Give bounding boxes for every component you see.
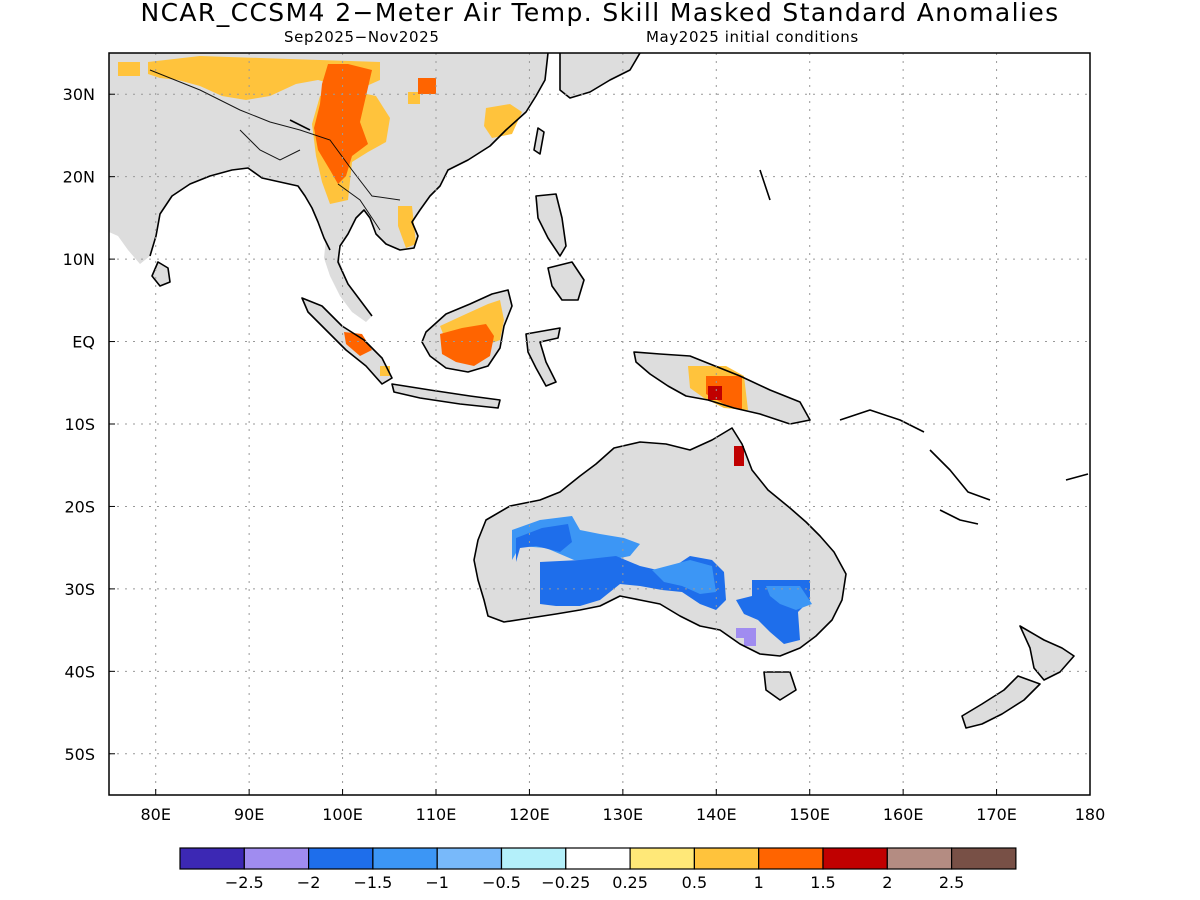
colorbar-label: 1 <box>754 873 764 892</box>
colorbar-label: −2 <box>297 873 321 892</box>
colorbar-label: −1 <box>425 873 449 892</box>
lon-label: 130E <box>603 805 644 824</box>
colorbar-swatch <box>179 847 245 870</box>
land-malay-peninsula <box>324 238 372 322</box>
anomaly-patch-aus-west-core <box>516 524 572 562</box>
anomaly-patch-china-e <box>484 104 522 138</box>
anomaly-patch-aus-se-light <box>766 586 812 610</box>
land-japan <box>560 53 640 98</box>
lat-label: 30S <box>64 580 95 599</box>
anomaly-patch-china-e2 <box>408 92 420 104</box>
colorbar-label: 0.5 <box>682 873 707 892</box>
lat-label: 10N <box>63 250 95 269</box>
colorbar-label: −0.5 <box>482 873 521 892</box>
lon-label: 150E <box>789 805 830 824</box>
lon-label: 90E <box>234 805 264 824</box>
colorbar-swatch <box>372 847 438 870</box>
borders <box>149 69 401 231</box>
anomaly-patch-cape-york <box>734 446 744 466</box>
colorbar-label: −2.5 <box>225 873 264 892</box>
lat-label: 50S <box>64 745 95 764</box>
anomaly-patch-aus-west <box>512 516 640 562</box>
latitude-labels: 30N 20N 10N EQ 10S 20S 30S 40S 50S <box>63 85 95 764</box>
land-nz-south <box>962 676 1040 728</box>
land-nz-north <box>1020 626 1074 680</box>
colorbar-swatch <box>500 847 567 870</box>
longitude-labels: 80E 90E 100E 110E 120E 130E 140E 150E 160E 170E 18… <box>140 805 1105 824</box>
colorbar-swatch <box>822 847 888 870</box>
anomaly-patch-china-e3 <box>418 78 436 94</box>
colorbar: −2.5 −2 −1.5 −1 −0.5 −0.25 0.25 0.5 1 1.5 2 2.5 <box>179 847 1017 892</box>
land-taiwan <box>534 128 544 154</box>
lat-label: 20N <box>63 168 95 187</box>
anomaly-patch-tibet-small <box>118 62 140 76</box>
land-tasmania <box>764 672 796 700</box>
colorbar-label: 2.5 <box>939 873 964 892</box>
lat-label: 20S <box>64 497 95 516</box>
colorbar-label: 0.25 <box>612 873 648 892</box>
colorbar-label: −1.5 <box>353 873 392 892</box>
colorbar-swatch <box>565 847 631 870</box>
anomaly-patch-aus-central-light <box>652 560 716 594</box>
anomaly-patch-indochina <box>398 206 416 248</box>
initial-conditions: May2025 initial conditions <box>646 28 859 46</box>
colorbar-swatch <box>436 847 503 870</box>
colorbar-swatch <box>308 847 374 870</box>
colorbar-label: −0.25 <box>541 873 590 892</box>
land-masked <box>109 53 1074 728</box>
anomaly-patch-borneo-core <box>440 324 494 366</box>
colorbar-swatch <box>950 847 1017 870</box>
chart-title: NCAR_CCSM4 2−Meter Air Temp. Skill Maske… <box>140 0 1060 27</box>
colorbar-swatch <box>758 847 824 870</box>
anomaly-patch-new-guinea-peak <box>708 386 722 400</box>
land-java <box>392 384 500 408</box>
lon-label: 140E <box>696 805 737 824</box>
land-luzon <box>536 194 566 256</box>
lat-label: EQ <box>72 333 95 352</box>
land-sri-lanka <box>152 262 170 286</box>
colorbar-label: 2 <box>882 873 892 892</box>
lon-label: 160E <box>883 805 924 824</box>
lat-label: 30N <box>63 85 95 104</box>
forecast-period: Sep2025−Nov2025 <box>284 28 440 46</box>
anomaly-patch-new-guinea-core <box>706 376 742 410</box>
lon-label: 110E <box>416 805 457 824</box>
anomaly-patch-victoria <box>736 628 756 646</box>
colorbar-swatch <box>693 847 760 870</box>
lon-label: 170E <box>976 805 1017 824</box>
anomaly-patch-tibet <box>148 56 380 100</box>
lon-label: 80E <box>140 805 170 824</box>
land-sulawesi <box>526 328 560 386</box>
colorbar-swatch <box>629 847 695 870</box>
anomaly-patch-sumatra <box>344 332 372 356</box>
land-mindanao <box>548 262 584 300</box>
colorbar-swatch <box>243 847 310 870</box>
colorbar-swatch <box>886 847 953 870</box>
lat-label: 40S <box>64 662 95 681</box>
lat-label: 10S <box>64 415 95 434</box>
lon-label: 120E <box>509 805 550 824</box>
lon-label: 180 <box>1075 805 1106 824</box>
colorbar-label: 1.5 <box>810 873 835 892</box>
lon-label: 100E <box>322 805 363 824</box>
gridlines <box>109 53 1090 795</box>
